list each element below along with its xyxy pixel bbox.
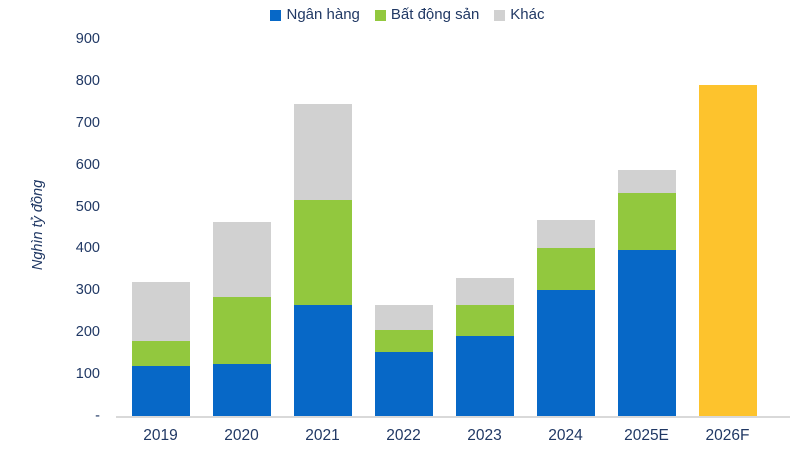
y-tick-label: 400 [75, 240, 100, 257]
y-tick-label: 600 [75, 156, 100, 173]
chart-legend: Ngân hàng Bất động sản Khác [0, 6, 805, 24]
x-axis-label: 2025E [624, 427, 669, 444]
bar-segment [131, 281, 190, 341]
bar-segment [293, 200, 352, 305]
legend-swatch-icon [374, 9, 386, 21]
bar-segment [536, 290, 595, 416]
y-tick-label: 700 [75, 114, 100, 131]
bar-segment [455, 336, 514, 416]
bar-segment [293, 103, 352, 201]
bar-segment [455, 277, 514, 305]
x-axis-label: 2024 [548, 427, 583, 444]
bar-segment [212, 364, 271, 416]
bar-segment [374, 330, 433, 353]
x-axis-label: 2023 [467, 427, 502, 444]
x-axis-line [116, 416, 790, 418]
bar-segment [374, 352, 433, 416]
forecast-bar [698, 85, 757, 416]
x-axis-label: 2020 [224, 427, 259, 444]
legend-swatch-icon [494, 9, 506, 21]
bar-segment [617, 249, 676, 416]
bar-segment [212, 222, 271, 298]
y-tick-label: 900 [75, 31, 100, 47]
legend-label: Bất động sản [390, 6, 480, 23]
legend-label: Khác [510, 6, 545, 23]
bar-segment [455, 304, 514, 337]
bar-segment [536, 219, 595, 249]
bar-segment [536, 248, 595, 291]
y-tick-label: 300 [75, 282, 100, 299]
legend-item: Bất động sản [374, 6, 480, 24]
bar-segment [617, 170, 676, 194]
bar-segment [293, 304, 352, 416]
y-tick-label: 800 [75, 72, 100, 89]
y-tick-label: 500 [75, 198, 100, 215]
bar-segment [212, 297, 271, 365]
y-tick-label: 200 [75, 324, 100, 341]
legend-item: Khác [494, 6, 545, 24]
x-axis-label: 2021 [305, 427, 340, 444]
x-axis-label: 2026F [705, 427, 750, 444]
bar-segment [617, 193, 676, 250]
y-tick-label: - [95, 408, 100, 424]
legend-swatch-icon [270, 9, 282, 21]
bar-segment [131, 365, 190, 416]
bar-segment [131, 340, 190, 366]
legend-item: Ngân hàng [270, 6, 360, 24]
legend-label: Ngân hàng [286, 6, 360, 23]
y-tick-label: 100 [75, 366, 100, 383]
x-axis-label: 2022 [386, 427, 421, 444]
x-axis-label: 2019 [143, 427, 178, 444]
bar-segment [374, 304, 433, 331]
